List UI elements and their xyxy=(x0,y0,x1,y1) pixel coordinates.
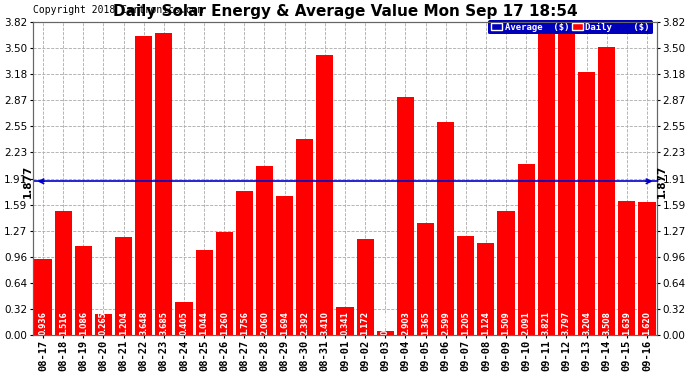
Text: 0.341: 0.341 xyxy=(340,311,350,334)
Text: 3.410: 3.410 xyxy=(320,311,329,334)
Bar xyxy=(457,237,474,335)
Bar xyxy=(175,302,193,335)
Bar xyxy=(558,24,575,335)
Text: 3.508: 3.508 xyxy=(602,311,611,334)
Text: 1.260: 1.260 xyxy=(219,311,228,334)
Text: 1.756: 1.756 xyxy=(240,311,249,334)
Bar xyxy=(316,56,333,335)
Bar xyxy=(437,122,454,335)
Legend: Average  ($), Daily    ($): Average ($), Daily ($) xyxy=(489,20,653,34)
Bar xyxy=(256,166,273,335)
Text: 1.639: 1.639 xyxy=(622,311,631,334)
Text: 1.509: 1.509 xyxy=(502,311,511,334)
Bar xyxy=(598,47,615,335)
Bar xyxy=(397,97,414,335)
Text: 3.797: 3.797 xyxy=(562,310,571,334)
Bar xyxy=(236,191,253,335)
Text: 3.685: 3.685 xyxy=(159,311,168,334)
Bar xyxy=(497,211,515,335)
Bar xyxy=(276,196,293,335)
Text: 1.086: 1.086 xyxy=(79,310,88,334)
Text: 2.903: 2.903 xyxy=(401,311,410,334)
Text: 1.124: 1.124 xyxy=(482,311,491,334)
Bar xyxy=(115,237,132,335)
Bar xyxy=(578,72,595,335)
Text: Copyright 2018 Cartronics.com: Copyright 2018 Cartronics.com xyxy=(33,6,204,15)
Bar xyxy=(357,239,374,335)
Bar xyxy=(95,314,112,335)
Text: 0.265: 0.265 xyxy=(99,311,108,334)
Bar xyxy=(55,211,72,335)
Text: 1.365: 1.365 xyxy=(421,311,430,334)
Bar xyxy=(337,308,353,335)
Text: 0.405: 0.405 xyxy=(179,311,188,334)
Text: 2.599: 2.599 xyxy=(441,311,450,334)
Text: 1.694: 1.694 xyxy=(280,311,289,334)
Bar xyxy=(377,331,394,335)
Bar xyxy=(135,36,152,335)
Text: 1.044: 1.044 xyxy=(199,311,208,334)
Text: 2.091: 2.091 xyxy=(522,311,531,334)
Text: 1.204: 1.204 xyxy=(119,311,128,334)
Text: 1.172: 1.172 xyxy=(361,310,370,334)
Text: 0.936: 0.936 xyxy=(39,311,48,334)
Bar xyxy=(216,232,233,335)
Text: 1.620: 1.620 xyxy=(642,311,651,334)
Text: 2.392: 2.392 xyxy=(300,311,309,334)
Text: 1.877: 1.877 xyxy=(657,165,667,198)
Bar xyxy=(75,246,92,335)
Bar xyxy=(638,202,655,335)
Bar xyxy=(618,201,635,335)
Bar xyxy=(417,224,434,335)
Text: 3.821: 3.821 xyxy=(542,310,551,334)
Bar xyxy=(518,164,535,335)
Text: 1.205: 1.205 xyxy=(462,311,471,334)
Text: 3.648: 3.648 xyxy=(139,310,148,334)
Bar xyxy=(34,258,52,335)
Bar xyxy=(477,243,495,335)
Bar xyxy=(155,33,172,335)
Text: 1.877: 1.877 xyxy=(23,165,33,198)
Title: Daily Solar Energy & Average Value Mon Sep 17 18:54: Daily Solar Energy & Average Value Mon S… xyxy=(112,4,578,19)
Text: 2.060: 2.060 xyxy=(260,311,269,334)
Text: 1.516: 1.516 xyxy=(59,311,68,334)
Bar xyxy=(538,22,555,335)
Text: 3.204: 3.204 xyxy=(582,311,591,334)
Text: 0.051: 0.051 xyxy=(381,311,390,334)
Bar xyxy=(195,250,213,335)
Bar xyxy=(296,139,313,335)
